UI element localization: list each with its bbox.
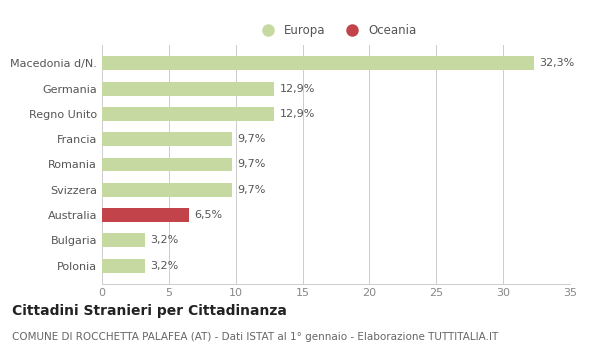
Bar <box>102 158 232 172</box>
Text: 9,7%: 9,7% <box>237 134 265 144</box>
Text: 12,9%: 12,9% <box>280 109 315 119</box>
Text: COMUNE DI ROCCHETTA PALAFEA (AT) - Dati ISTAT al 1° gennaio - Elaborazione TUTTI: COMUNE DI ROCCHETTA PALAFEA (AT) - Dati … <box>12 332 498 343</box>
Bar <box>102 233 145 247</box>
Bar <box>102 56 534 70</box>
Bar <box>102 259 145 273</box>
Text: 9,7%: 9,7% <box>237 160 265 169</box>
Text: 3,2%: 3,2% <box>150 236 178 245</box>
Legend: Europa, Oceania: Europa, Oceania <box>252 20 420 41</box>
Bar <box>102 183 232 197</box>
Text: Cittadini Stranieri per Cittadinanza: Cittadini Stranieri per Cittadinanza <box>12 304 287 318</box>
Text: 6,5%: 6,5% <box>194 210 223 220</box>
Text: 3,2%: 3,2% <box>150 261 178 271</box>
Bar <box>102 82 274 96</box>
Text: 32,3%: 32,3% <box>539 58 574 68</box>
Text: 12,9%: 12,9% <box>280 84 315 93</box>
Bar <box>102 132 232 146</box>
Bar <box>102 107 274 121</box>
Bar <box>102 208 189 222</box>
Text: 9,7%: 9,7% <box>237 185 265 195</box>
